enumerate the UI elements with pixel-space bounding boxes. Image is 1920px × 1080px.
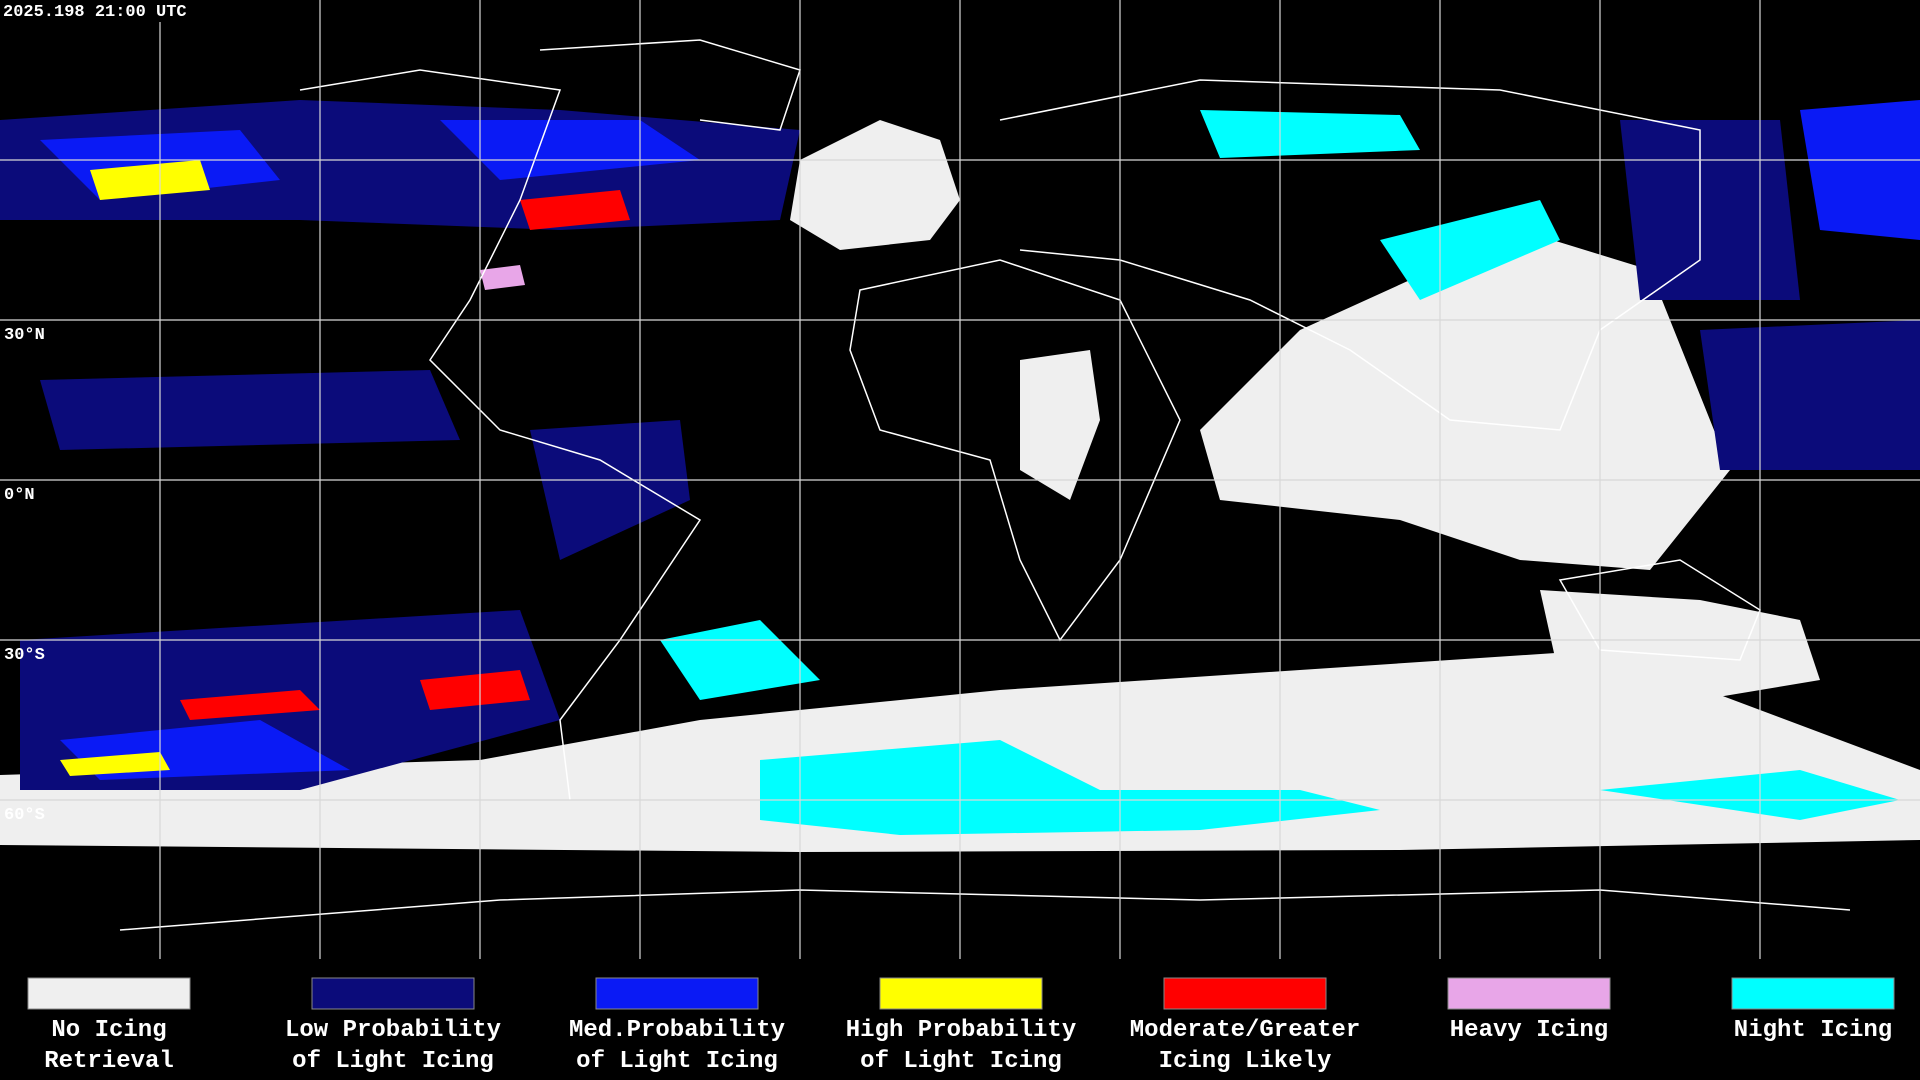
latitude-label: 30°S <box>4 646 45 665</box>
legend-label: Med.Probability <box>569 1017 785 1044</box>
legend-label: Icing Likely <box>1159 1048 1332 1075</box>
map-imagery <box>0 39 1920 931</box>
legend-swatch <box>595 977 759 1010</box>
latitude-label: 30°N <box>4 326 45 345</box>
legend-item: Heavy Icing <box>1447 977 1611 1044</box>
legend-label: No Icing <box>51 1017 166 1044</box>
timestamp: 2025.198 21:00 UTC <box>3 3 187 22</box>
icing-speckle <box>0 100 1920 790</box>
legend-label: of Light Icing <box>576 1048 778 1075</box>
legend-label: of Light Icing <box>860 1048 1062 1075</box>
legend-label: of Light Icing <box>292 1048 494 1075</box>
legend-swatch <box>1447 977 1611 1010</box>
legend-swatch <box>311 977 475 1010</box>
legend-label: Night Icing <box>1734 1017 1892 1044</box>
legend-label: High Probability <box>846 1017 1076 1044</box>
legend-item: Night Icing <box>1731 977 1895 1044</box>
graticule <box>0 0 1920 959</box>
legend-item: Med.Probability of Light Icing <box>569 977 785 1075</box>
legend-label: Low Probability <box>285 1017 501 1044</box>
legend-swatch <box>27 977 191 1010</box>
legend-item: High Probability of Light Icing <box>846 977 1076 1075</box>
latitude-label: 60°S <box>4 806 45 825</box>
legend-item: Moderate/Greater Icing Likely <box>1130 977 1360 1075</box>
legend-swatch <box>1731 977 1895 1010</box>
latitude-labels: 30°N 0°N 30°S 60°S <box>4 326 45 825</box>
timestamp-backdrop <box>0 0 230 22</box>
legend-label: Moderate/Greater <box>1130 1017 1360 1044</box>
night-icing-field <box>660 110 1900 835</box>
legend-swatch <box>1163 977 1327 1010</box>
legend-swatch <box>879 977 1043 1010</box>
legend-item: Low Probability of Light Icing <box>285 977 501 1075</box>
legend: No Icing Retrieval Low Probability of Light… <box>27 977 1895 1075</box>
legend-label: Retrieval <box>44 1048 174 1075</box>
legend-label: Heavy Icing <box>1450 1017 1608 1044</box>
legend-item: No Icing Retrieval <box>27 977 191 1075</box>
latitude-label: 0°N <box>4 486 35 505</box>
